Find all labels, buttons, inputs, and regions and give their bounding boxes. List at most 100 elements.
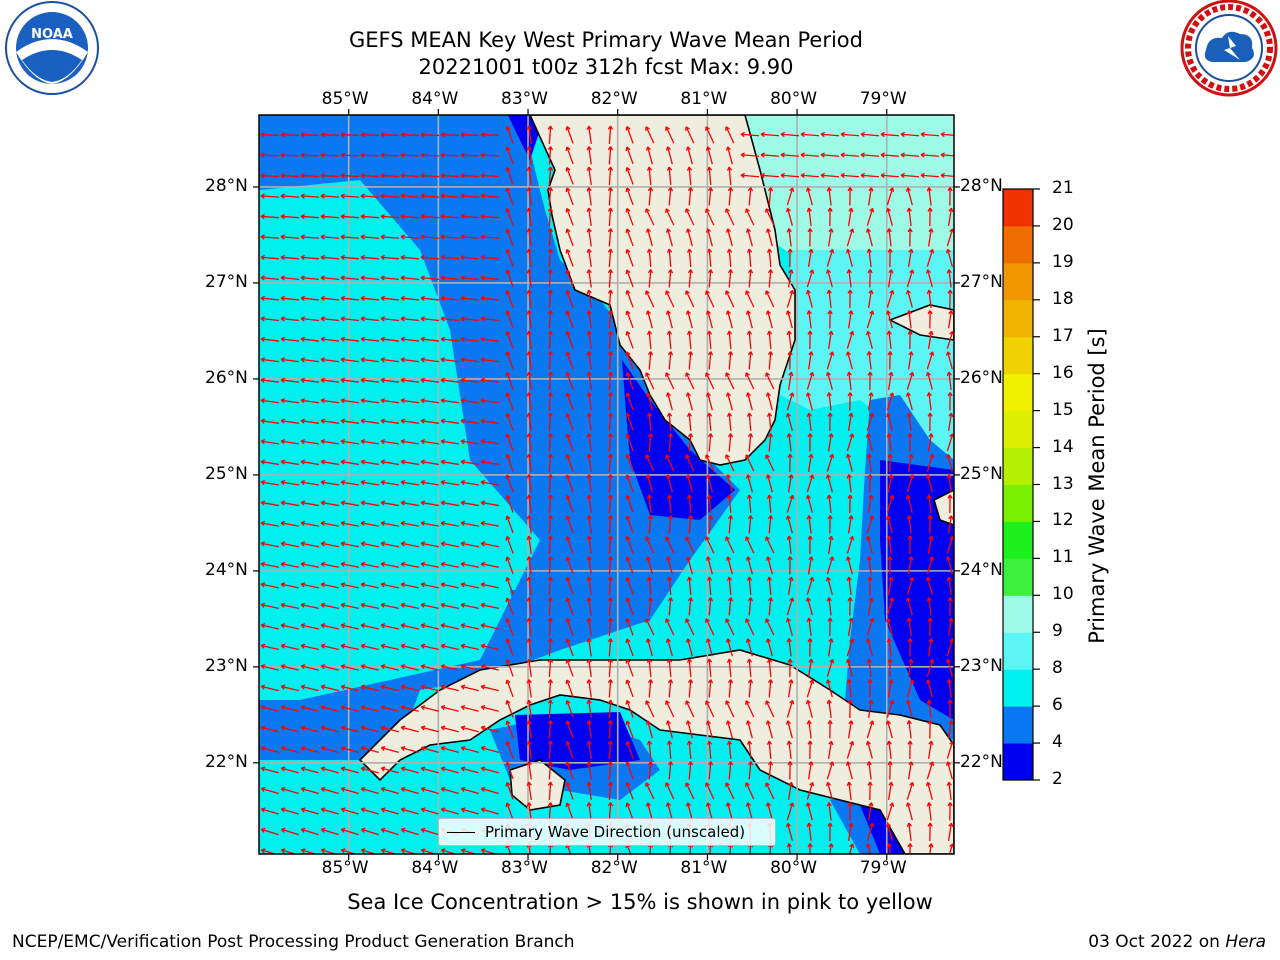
wave-arrow <box>261 624 279 630</box>
wave-arrow-head <box>946 576 952 581</box>
wave-arrow <box>920 133 940 137</box>
wave-arrow <box>361 828 379 836</box>
map-frame <box>258 114 955 855</box>
wave-arrow-head <box>420 684 426 690</box>
wave-arrow <box>728 269 732 288</box>
wave-arrow <box>626 618 634 636</box>
wave-arrow <box>667 310 673 329</box>
wave-arrow-head <box>705 720 712 725</box>
wave-arrow-head <box>526 761 532 766</box>
wave-arrow-head <box>705 474 712 479</box>
wave-arrow <box>848 679 852 698</box>
wave-arrow <box>506 720 514 739</box>
wave-arrow <box>626 331 634 349</box>
wave-arrow <box>566 843 572 854</box>
wave-arrow-head <box>565 372 571 377</box>
wave-arrow-head <box>300 173 305 179</box>
wave-arrow-head <box>460 848 466 854</box>
wave-arrow-head <box>547 433 554 438</box>
wave-arrow <box>588 474 592 493</box>
wave-arrow <box>608 453 612 473</box>
wave-arrow <box>588 453 592 473</box>
wave-arrow <box>668 166 672 186</box>
wave-arrow-head <box>625 802 631 808</box>
wave-arrow-head <box>908 556 914 561</box>
wave-arrow <box>685 454 695 472</box>
wave-arrow-head <box>360 745 366 752</box>
wave-arrow <box>548 371 552 391</box>
wave-arrow-head <box>848 617 854 623</box>
wave-arrow-head <box>320 234 325 240</box>
wave-arrow-head <box>420 439 426 445</box>
wave-arrow-head <box>666 658 673 663</box>
colorbar-tick-label: 12 <box>1052 510 1074 531</box>
wave-arrow-head <box>586 412 592 418</box>
wave-arrow-head <box>828 638 834 643</box>
wave-arrow <box>420 399 440 404</box>
wave-arrow <box>401 603 419 610</box>
wave-arrow-head <box>460 623 466 629</box>
wave-arrow-head <box>320 479 326 486</box>
wave-arrow-head <box>340 602 346 608</box>
wave-arrow <box>301 542 319 548</box>
wave-arrow <box>260 256 280 260</box>
wave-arrow-head <box>400 357 405 363</box>
wave-arrow-head <box>526 433 532 438</box>
wave-arrow-head <box>747 187 754 192</box>
wave-arrow <box>360 317 380 322</box>
wave-arrow-head <box>320 827 326 833</box>
wave-arrow <box>420 256 440 260</box>
wave-arrow-head <box>420 193 425 199</box>
wave-arrow-head <box>320 213 325 220</box>
wave-arrow <box>787 782 793 800</box>
wave-arrow-head <box>480 336 485 342</box>
wave-arrow <box>421 583 439 589</box>
wave-arrow <box>566 351 574 370</box>
wave-arrow <box>506 782 514 800</box>
wave-arrow <box>847 618 853 636</box>
wave-arrow <box>626 495 634 513</box>
wave-arrow-head <box>645 474 652 479</box>
wave-arrow-head <box>547 248 554 253</box>
wave-arrow <box>281 563 299 568</box>
wave-arrow <box>341 706 359 712</box>
wave-arrow-head <box>400 377 406 383</box>
wave-arrow <box>548 658 552 678</box>
wave-arrow <box>321 849 338 854</box>
wave-arrow <box>608 474 612 493</box>
wave-arrow <box>888 330 892 350</box>
wave-arrow <box>907 556 913 575</box>
wave-arrow <box>920 174 940 178</box>
wave-arrow <box>400 174 420 178</box>
wave-arrow <box>400 399 420 404</box>
wave-arrow <box>906 269 914 288</box>
wave-arrow <box>667 720 673 739</box>
wave-arrow <box>900 154 920 157</box>
wave-arrow <box>320 379 340 383</box>
wave-arrow <box>421 747 439 753</box>
colorbar-tick-label: 13 <box>1052 473 1074 494</box>
wave-arrow-head <box>645 228 652 233</box>
wave-arrow <box>880 154 900 157</box>
wave-arrow-head <box>647 679 654 684</box>
wave-arrow <box>707 310 713 329</box>
wave-arrow <box>588 597 592 616</box>
wave-arrow <box>260 317 280 322</box>
wave-arrow <box>260 338 280 342</box>
wave-arrow-head <box>665 618 670 623</box>
wave-arrow-head <box>925 576 932 582</box>
wave-arrow-head <box>625 618 631 623</box>
wave-arrow-head <box>280 295 285 301</box>
wave-arrow-head <box>260 275 265 281</box>
wave-arrow <box>548 289 552 309</box>
wave-arrow <box>421 644 439 651</box>
wave-arrow-head <box>280 582 286 588</box>
wave-arrow-head <box>849 228 855 233</box>
wave-arrow-head <box>868 802 874 807</box>
wave-arrow-head <box>607 658 614 663</box>
wave-arrow-head <box>400 827 406 833</box>
wave-arrow-head <box>565 454 571 459</box>
wave-arrow-head <box>440 500 446 506</box>
wave-arrow <box>747 392 753 411</box>
wave-arrow <box>301 665 319 671</box>
